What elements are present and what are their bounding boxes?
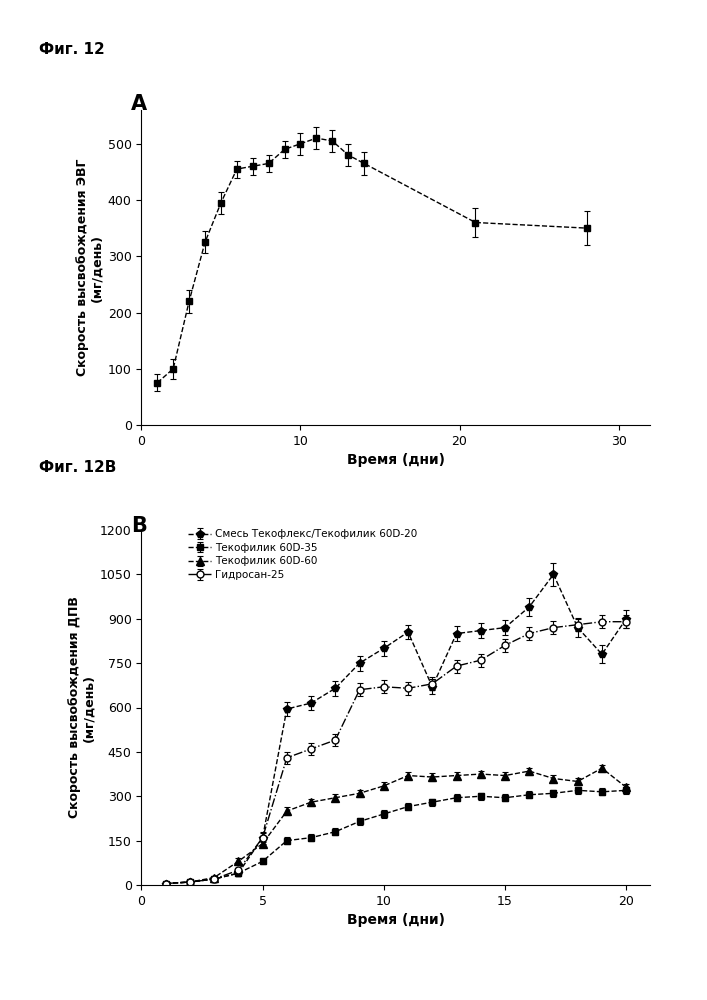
X-axis label: Время (дни): Время (дни) [347,913,445,927]
Text: Фиг. 12B: Фиг. 12B [39,460,116,475]
X-axis label: Время (дни): Время (дни) [347,453,445,467]
Text: B: B [132,516,147,536]
Y-axis label: Скорость высвобождения ДПВ
(мг/день): Скорость высвобождения ДПВ (мг/день) [68,597,95,818]
Text: Фиг. 12: Фиг. 12 [39,42,105,57]
Text: A: A [132,94,147,114]
Legend: Смесь Текофлекс/Текофилик 60D-20, Текофилик 60D-35, Текофилик 60D-60, Гидросан-2: Смесь Текофлекс/Текофилик 60D-20, Текофи… [185,525,422,584]
Y-axis label: Скорость высвобождения ЭВГ
(мг/день): Скорость высвобождения ЭВГ (мг/день) [76,159,103,376]
